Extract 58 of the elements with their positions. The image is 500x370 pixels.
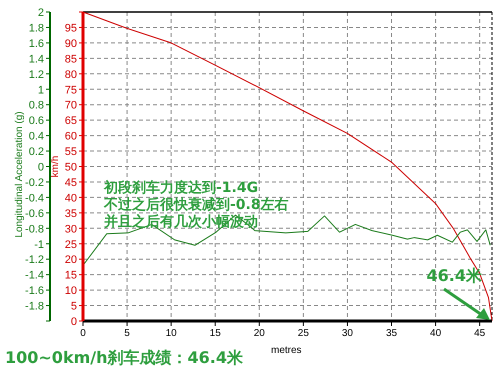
y-tick-label: -0.6 (25, 208, 44, 220)
y-tick-label: -0.2 (25, 176, 44, 189)
x-tick-label: 15 (210, 328, 222, 339)
y2-tick-label: 5 (70, 300, 77, 313)
y-tick-label: 1.2 (28, 68, 44, 81)
y2-tick-label: 45 (64, 176, 77, 189)
y-tick-label: 0 (38, 162, 44, 174)
y-tick-label: 1 (38, 84, 44, 96)
line-series (82, 214, 491, 266)
x-tick-label: 0 (80, 328, 86, 339)
y2-tick-label: 80 (64, 68, 77, 81)
line-series (82, 12, 492, 322)
x-tick-label: 5 (124, 328, 130, 339)
x-tick-label: 35 (386, 328, 398, 339)
y2-tick-label: 95 (64, 22, 77, 34)
y2-tick-label: 35 (64, 208, 77, 220)
text: 100~0km/h刹车成绩：46.4米 (5, 348, 244, 367)
y2-tick-label: 25 (64, 238, 77, 251)
y-axis-title: Longitudinal Acceleration (g) (14, 111, 25, 238)
y-tick-label: 1.8 (28, 22, 44, 34)
y-tick-label: 1.6 (28, 38, 44, 50)
y2-tick-label: 15 (64, 270, 77, 282)
y-tick-label: -1.8 (25, 300, 44, 313)
x-axis-title: metres (271, 345, 302, 356)
x-tick-label: 10 (166, 328, 178, 339)
y-tick-label: -1.4 (25, 270, 44, 282)
y-tick-label: -1.2 (25, 254, 44, 266)
y-tick-label: -0.4 (25, 192, 44, 204)
x-tick-label: 40 (430, 328, 442, 339)
y-tick-label: 0.6 (28, 115, 44, 128)
y2-axis-title: km/h (50, 156, 61, 178)
annotation: 不过之后很快衰减到-0.8左右 (103, 196, 289, 213)
y-tick-label: 1.4 (28, 53, 44, 66)
x-tick-label: 45 (474, 328, 486, 339)
y2-tick-label: 60 (64, 130, 77, 143)
y2-tick-label: 0 (70, 316, 77, 328)
y2-tick-label: 30 (64, 223, 77, 236)
y-tick-label: -1 (34, 238, 44, 251)
y-tick-label: 0.4 (28, 130, 44, 143)
y2-tick-label: 65 (64, 115, 77, 128)
y2-tick-label: 40 (64, 192, 77, 204)
y2-tick-label: 75 (64, 84, 77, 96)
y2-tick-label: 10 (64, 285, 77, 298)
y2-tick-label: 90 (64, 38, 77, 50)
y2-tick-label: 50 (64, 162, 77, 174)
y-tick-label: -0.8 (25, 223, 44, 236)
y-tick-label: 0.8 (28, 100, 44, 112)
y2-tick-label: 20 (64, 254, 77, 266)
y-tick-label: -1.6 (25, 285, 44, 298)
y-tick-label: 2 (38, 7, 44, 19)
x-tick-label: 20 (254, 328, 266, 339)
x-tick-label: 25 (298, 328, 310, 339)
y2-tick-label: 70 (64, 100, 77, 112)
annotation: 初段刹车力度达到-1.4G (103, 179, 258, 196)
y2-tick-label: 85 (64, 53, 77, 66)
y-tick-label: 0.2 (28, 146, 44, 158)
x-tick-label: 30 (342, 328, 354, 339)
y2-tick-label: 55 (64, 146, 77, 158)
